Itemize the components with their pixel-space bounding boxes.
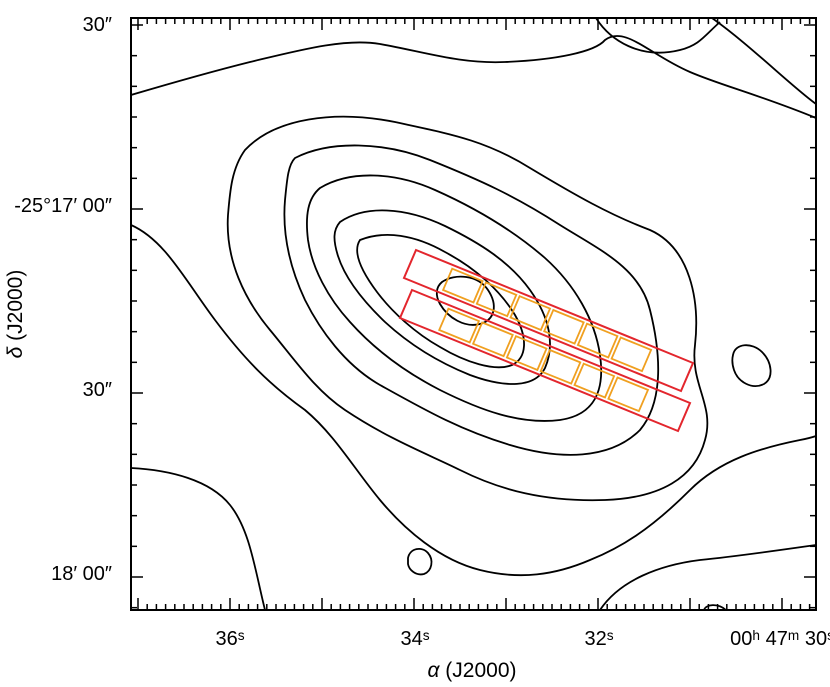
contour-level-6	[333, 209, 551, 385]
slit-lower-cell-5	[573, 362, 616, 399]
slit-overlay	[398, 248, 695, 433]
x-axis-label: α (J2000)	[427, 659, 516, 682]
contour-blob-bottom	[407, 547, 433, 576]
y-tick-labels: 30″ -25°17′ 00″ 30″ 18′ 00″	[14, 14, 112, 585]
x-tick-labels: 36ˢ 34ˢ 32ˢ 00ʰ 47ᵐ 30ˢ	[215, 628, 830, 650]
slit-lower-cells	[438, 307, 650, 413]
slit-lower-cell-4	[539, 348, 582, 385]
contour-level-2	[131, 224, 816, 577]
contour-level-2b	[131, 467, 266, 610]
contour-level-1b	[595, 18, 721, 54]
contour-level-3	[226, 115, 709, 502]
contour-level-1	[131, 35, 816, 119]
slit-upper-cell-2	[475, 281, 518, 318]
x-tick-label-32s: 32ˢ	[584, 628, 613, 650]
slit-lower-cell-6	[607, 376, 650, 413]
y-tick-label-30-mid: 30″	[83, 379, 112, 401]
contour-level-1c	[711, 18, 816, 105]
contour-map	[131, 18, 816, 610]
slit-lower-cell-1	[438, 307, 481, 344]
slit-upper-cells	[441, 267, 653, 373]
contour-blob-bottom-right	[703, 604, 727, 610]
contour-peak	[435, 275, 495, 326]
x-tick-label-34s: 34ˢ	[400, 628, 429, 650]
slit-upper-cell-1	[441, 267, 484, 304]
plot-frame	[130, 17, 817, 611]
slit-lower-cell-3	[505, 335, 548, 372]
slit-lower-outline	[398, 288, 692, 433]
slit-upper-outline	[402, 248, 695, 393]
contour-level-2c	[599, 544, 816, 610]
contour-level-7	[356, 234, 525, 369]
contour-blob-right	[731, 344, 772, 387]
slit-upper-cell-3	[509, 295, 552, 332]
y-tick-label-17-00: -25°17′ 00″	[14, 195, 112, 217]
tick-marks	[131, 18, 816, 610]
x-tick-label-30s: 00ʰ 47ᵐ 30ˢ	[730, 628, 830, 650]
y-tick-label-18-00: 18′ 00″	[51, 563, 112, 585]
slit-upper-cell-4	[543, 308, 585, 345]
x-tick-label-36s: 36ˢ	[215, 628, 244, 650]
slit-lower-cell-2	[471, 321, 514, 358]
y-axis-label: δ (J2000)	[4, 270, 27, 359]
slit-upper-cell-5	[576, 322, 619, 359]
contour-level-4	[283, 144, 660, 456]
y-tick-label-30-top: 30″	[83, 14, 112, 36]
contour-level-5	[306, 174, 603, 422]
slit-upper-cell-6	[610, 336, 653, 373]
